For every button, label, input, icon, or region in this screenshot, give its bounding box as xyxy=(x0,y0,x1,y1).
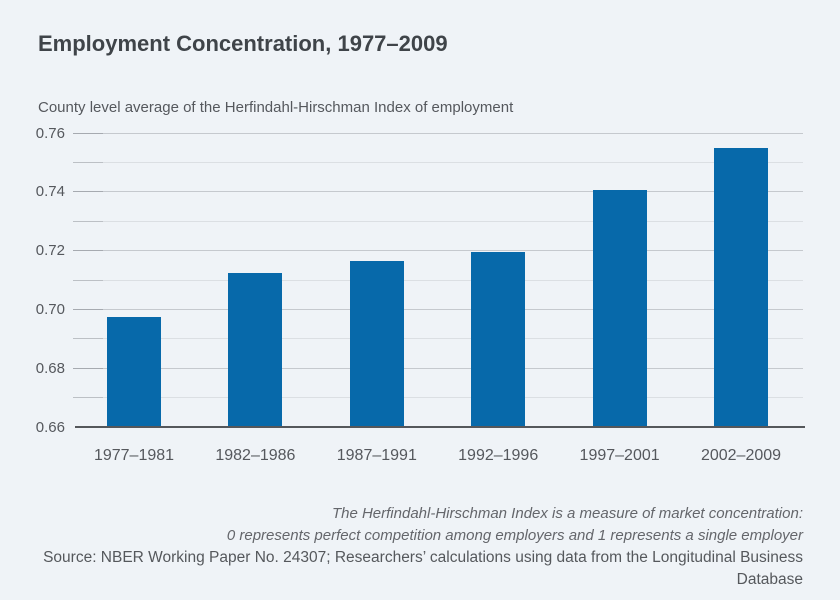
bar-1982-1986 xyxy=(228,272,283,427)
x-tick-label: 1997–2001 xyxy=(579,447,660,464)
y-axis-tick xyxy=(73,132,103,134)
y-tick-label: 0.76 xyxy=(35,124,65,142)
y-axis-tick xyxy=(73,397,103,399)
y-tick-label: 0.70 xyxy=(35,300,65,318)
gridline-major xyxy=(73,367,803,369)
y-axis-tick xyxy=(73,308,103,310)
y-axis-tick xyxy=(73,338,103,340)
bar-2002-2009 xyxy=(714,147,768,427)
source-line: Source: NBER Working Paper No. 24307; Re… xyxy=(43,549,803,588)
figure-footer: The Herfindahl-Hirschman Index is a meas… xyxy=(30,503,803,590)
bar-1997-2001 xyxy=(592,190,647,427)
gridline-minor xyxy=(73,220,803,222)
x-tick-label: 2002–2009 xyxy=(700,447,782,464)
chart-title: Employment Concentration, 1977–2009 xyxy=(38,31,448,56)
footnote-line-1: The Herfindahl-Hirschman Index is a meas… xyxy=(331,505,803,522)
plot-area: 0.76 0.74 0.72 0.70 0.68 0.66 1977–1981 1982–1… xyxy=(36,126,805,464)
y-tick-label: 0.66 xyxy=(35,418,65,436)
gridline-major xyxy=(73,308,803,310)
gridline-major xyxy=(73,250,803,252)
y-tick-label: 0.72 xyxy=(35,242,65,260)
bar-1977-1981 xyxy=(107,316,161,427)
gridline-major xyxy=(73,132,803,134)
x-tick-label: 1992–1996 xyxy=(458,447,539,464)
y-axis-tick xyxy=(73,220,103,222)
bar-1992-1996 xyxy=(471,252,526,427)
gridline-minor xyxy=(73,397,803,399)
x-tick-label: 1987–1991 xyxy=(336,447,417,464)
x-tick-label: 1982–1986 xyxy=(215,447,296,464)
chart-subtitle: County level average of the Herfindahl-H… xyxy=(38,99,514,116)
y-axis-tick xyxy=(73,161,103,163)
y-axis-tick xyxy=(73,367,103,369)
y-tick-label: 0.74 xyxy=(35,183,65,201)
gridline-major xyxy=(73,191,803,193)
y-axis-tick xyxy=(73,250,103,252)
bar-1987-1991 xyxy=(349,260,404,427)
y-tick-label: 0.68 xyxy=(35,359,65,377)
footnote-line-2: 0 represents perfect competition among e… xyxy=(226,526,803,544)
gridline-minor xyxy=(73,161,803,163)
gridline-minor xyxy=(73,338,803,340)
gridline-minor xyxy=(73,279,803,281)
y-axis-tick xyxy=(73,279,103,281)
x-tick-label: 1977–1981 xyxy=(93,447,175,464)
y-axis-tick xyxy=(73,191,103,193)
x-axis-line xyxy=(75,426,805,428)
